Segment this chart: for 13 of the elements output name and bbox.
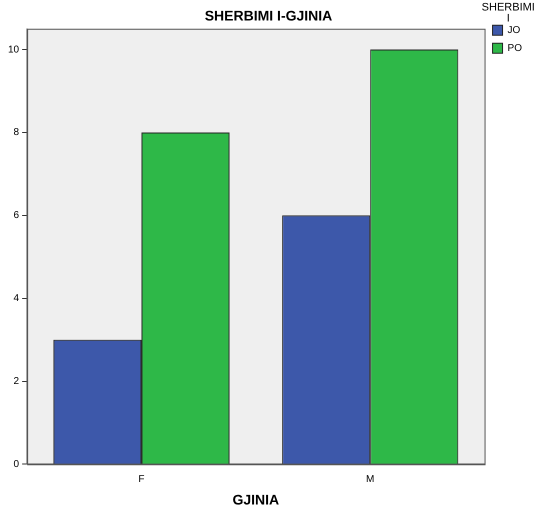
x-tick-label: M <box>366 474 374 485</box>
legend-label: JO <box>508 24 521 36</box>
y-tick-label: 10 <box>8 44 20 56</box>
y-tick-label: 0 <box>14 458 20 470</box>
x-axis-title: GJINIA <box>232 491 280 508</box>
y-tick-label: 8 <box>14 127 20 138</box>
legend-label: PO <box>508 42 522 54</box>
legend-title: SHERBIMI I <box>482 2 535 25</box>
y-tick-label: 4 <box>14 293 20 304</box>
chart-title: SHERBIMI I-GJINIA <box>204 7 332 24</box>
x-tick-label: F <box>138 474 145 485</box>
y-tick-label: 6 <box>14 210 20 222</box>
y-tick-label: 2 <box>14 376 20 388</box>
